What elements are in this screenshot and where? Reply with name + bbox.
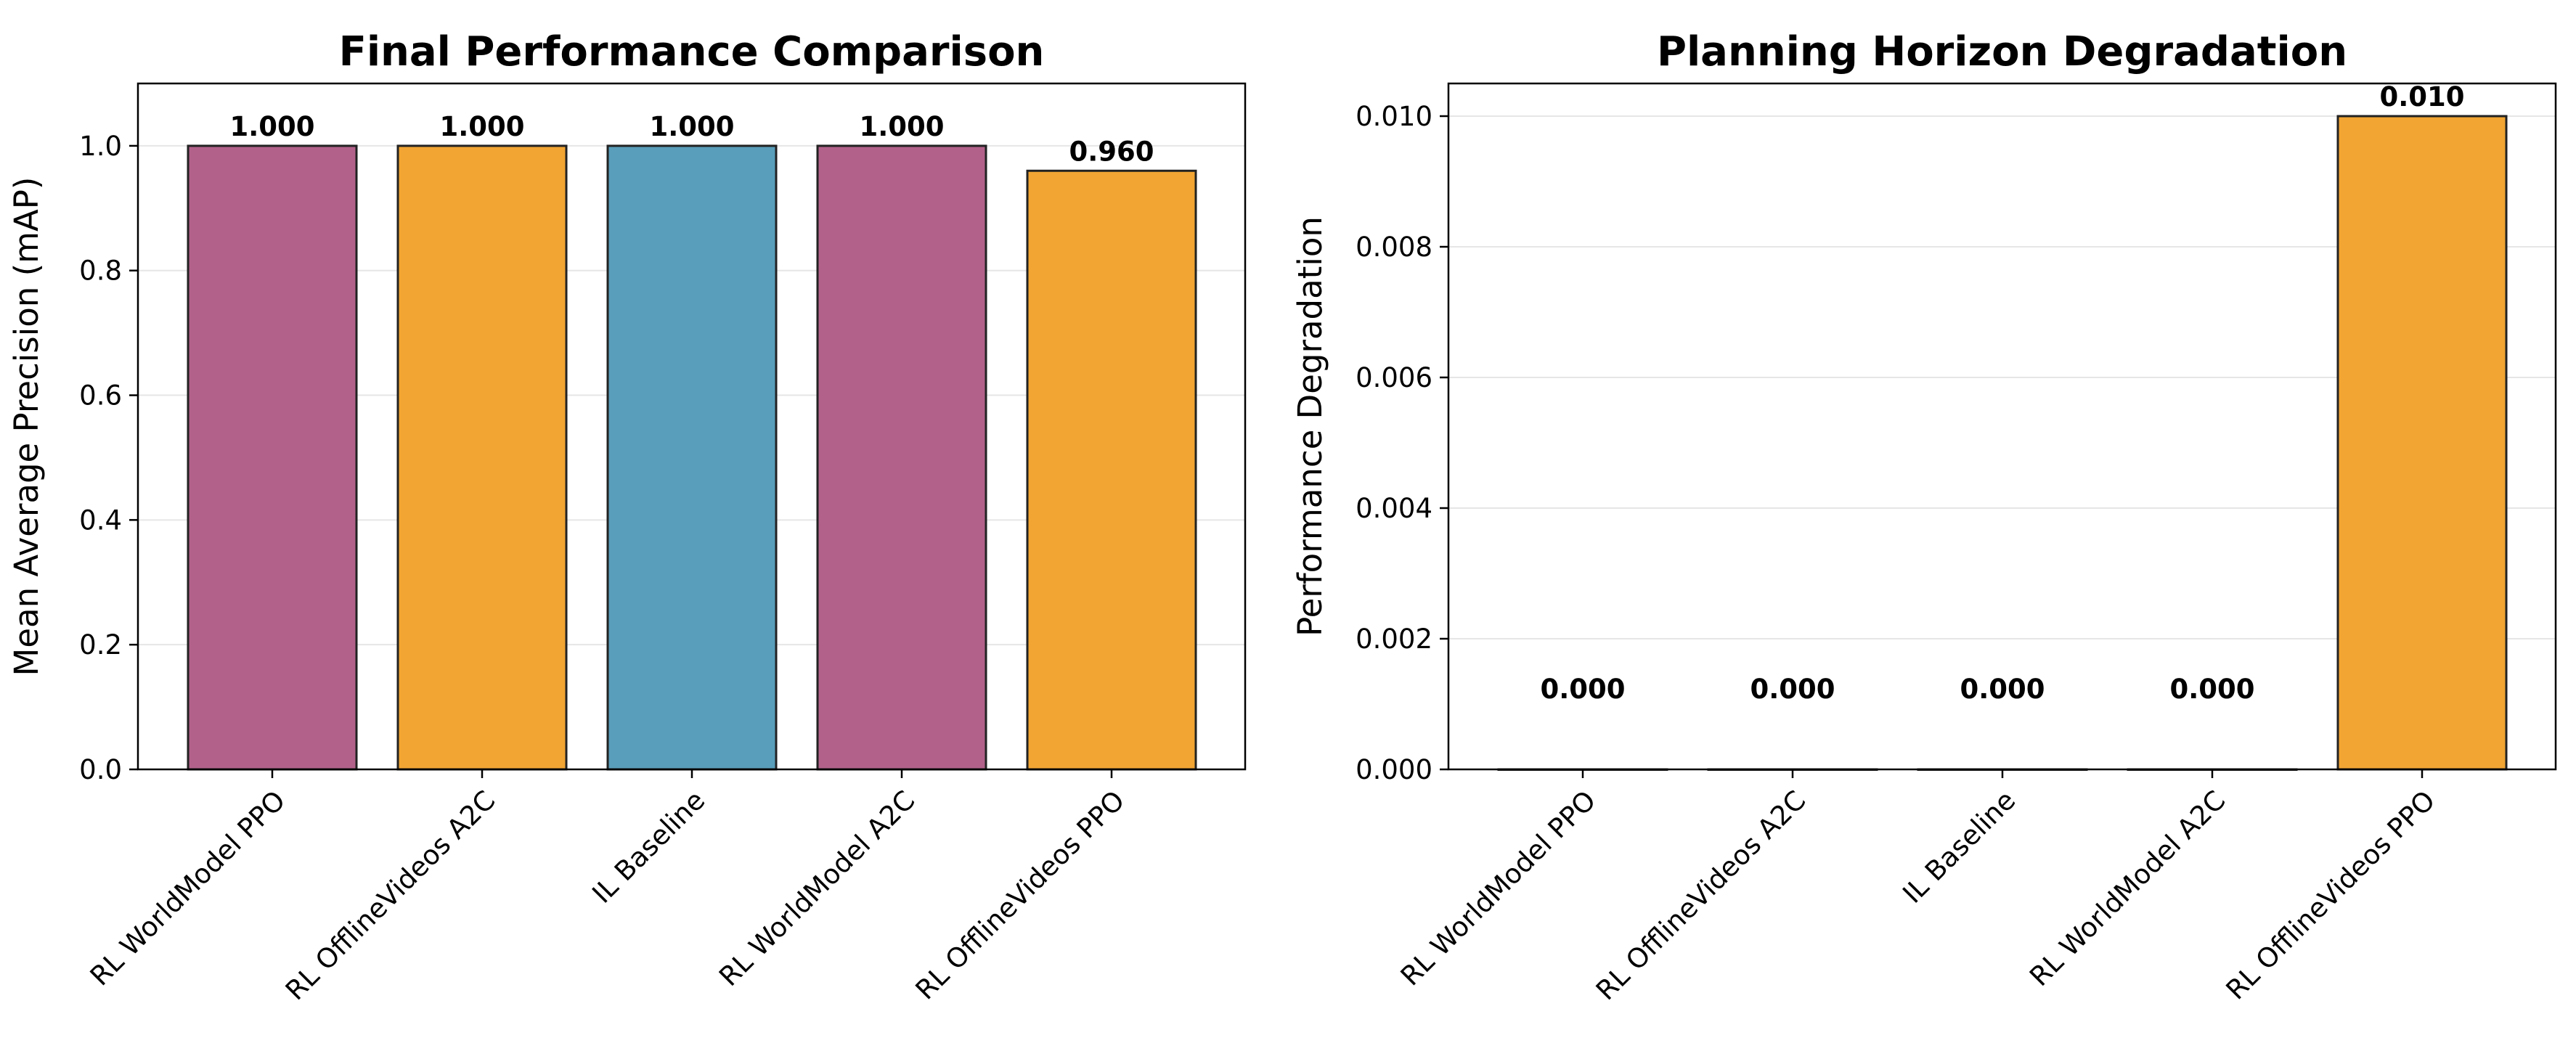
y-tick-label: 0.002 (1356, 623, 1432, 655)
y-tick-label: 0.8 (79, 255, 122, 287)
bar (816, 144, 987, 771)
plot-frame (1447, 82, 2557, 771)
x-tick-label: IL Baseline (586, 785, 711, 909)
y-tick-label: 0.2 (79, 629, 122, 661)
x-tick-label: RL WorldModel A2C (713, 785, 921, 992)
y-tick-label: 0.008 (1356, 232, 1432, 263)
y-tick-label: 0.010 (1356, 101, 1432, 132)
data-label: 0.010 (2379, 81, 2464, 113)
bar (2336, 115, 2508, 771)
chart-title: Planning Horizon Degradation (1657, 28, 2347, 75)
data-label: 0.000 (1750, 674, 1835, 705)
x-tick-label: RL WorldModel PPO (84, 785, 291, 991)
plot-frame (136, 82, 1247, 771)
x-tick-label: RL OfflineVideos PPO (910, 785, 1131, 1006)
bar (1026, 169, 1197, 771)
y-tick-label: 1.0 (79, 131, 122, 162)
y-tick-label: 0.006 (1356, 362, 1432, 393)
chart-final-performance: Final Performance Comparison Mean Averag… (7, 28, 1247, 1006)
x-tick-label: RL OfflineVideos A2C (280, 785, 501, 1006)
x-tick-label: RL WorldModel PPO (1395, 785, 1602, 991)
data-label: 0.000 (1960, 674, 2045, 705)
data-label: 0.000 (1540, 674, 1625, 705)
y-tick-label: 0.6 (79, 380, 122, 412)
data-label: 0.960 (1069, 136, 1154, 167)
y-tick-label: 0.0 (79, 754, 122, 785)
y-tick-label: 0.000 (1356, 754, 1432, 785)
x-tick-label: RL WorldModel A2C (2023, 785, 2231, 992)
y-axis-label: Performance Degradation (1291, 216, 1329, 637)
data-label: 1.000 (649, 111, 734, 142)
data-label: 1.000 (229, 111, 314, 142)
bar (187, 144, 358, 771)
data-label: 1.000 (859, 111, 944, 142)
x-tick-label: RL OfflineVideos A2C (1590, 785, 1811, 1006)
x-tick-label: IL Baseline (1896, 785, 2021, 909)
bar (396, 144, 568, 771)
data-label: 1.000 (439, 111, 524, 142)
y-tick-label: 0.4 (79, 504, 122, 536)
chart-planning-horizon: Planning Horizon Degradation Performance… (1291, 28, 2557, 1006)
y-axis-label: Mean Average Precision (mAP) (7, 177, 46, 676)
bar (606, 144, 778, 771)
x-tick-label: RL OfflineVideos PPO (2220, 785, 2442, 1006)
data-label: 0.000 (2169, 674, 2254, 705)
y-tick-label: 0.004 (1356, 493, 1432, 524)
chart-title: Final Performance Comparison (339, 28, 1045, 75)
